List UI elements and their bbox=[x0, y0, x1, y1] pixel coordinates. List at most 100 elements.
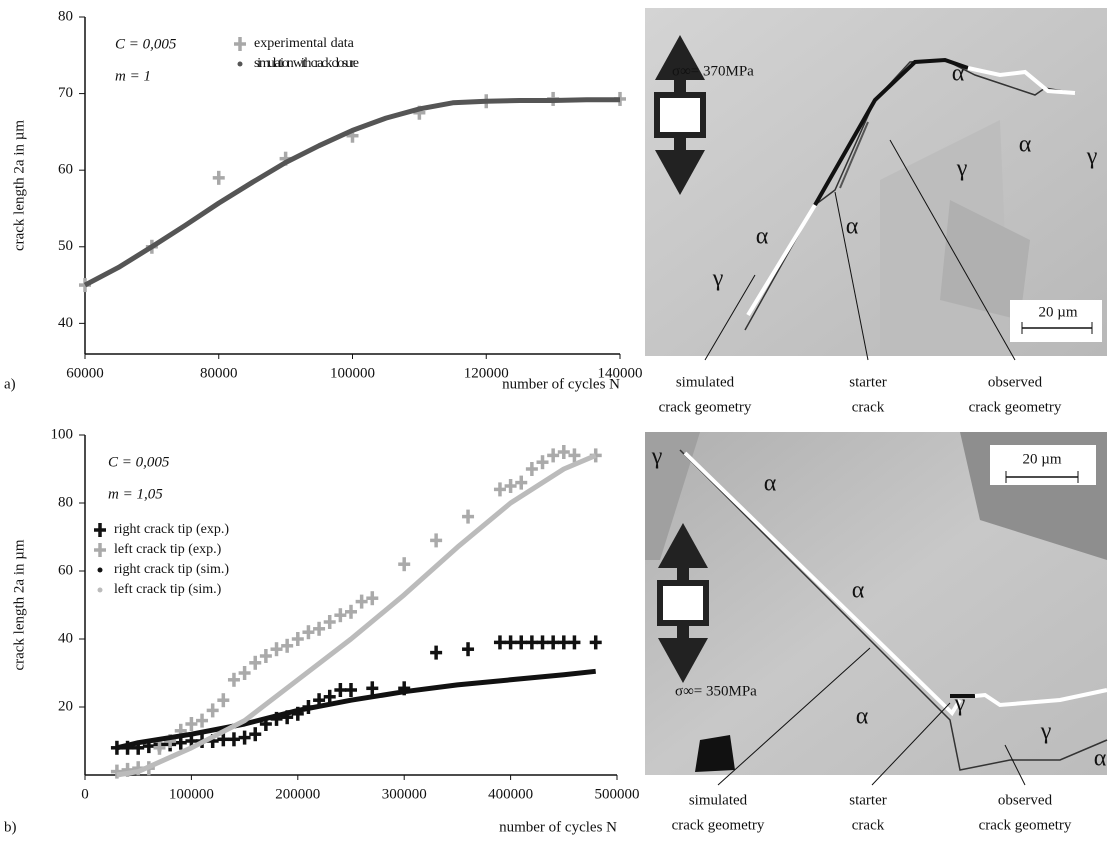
y-tick-label: 80 bbox=[58, 494, 73, 510]
y-tick-label: 40 bbox=[58, 315, 73, 331]
y-tick-label: 50 bbox=[58, 238, 73, 254]
marker bbox=[430, 533, 443, 548]
marker bbox=[291, 632, 304, 646]
y-axis-title: crack length 2a in µm bbox=[11, 539, 27, 670]
marker bbox=[302, 625, 315, 640]
marker bbox=[366, 591, 379, 606]
phase-label: α bbox=[952, 61, 965, 87]
marker bbox=[238, 666, 251, 680]
marker bbox=[196, 713, 209, 728]
marker bbox=[249, 727, 262, 742]
marker bbox=[281, 638, 294, 653]
callout-label: crack bbox=[852, 817, 885, 833]
phase-label: γ bbox=[954, 691, 966, 717]
legend-label: experimental data bbox=[254, 36, 355, 51]
y-tick-label: 40 bbox=[58, 630, 73, 646]
series-line bbox=[116, 668, 596, 751]
marker bbox=[334, 683, 347, 697]
marker bbox=[504, 635, 517, 650]
marker bbox=[366, 681, 379, 696]
callout-label: simulated bbox=[676, 374, 735, 390]
y-tick-label: 20 bbox=[58, 698, 73, 714]
marker bbox=[568, 448, 581, 463]
marker bbox=[547, 448, 560, 463]
marker bbox=[525, 462, 538, 476]
panel-label: b) bbox=[4, 819, 17, 835]
marker bbox=[345, 683, 357, 697]
marker bbox=[462, 642, 475, 657]
annotation: C = 0,005 bbox=[108, 454, 170, 470]
marker bbox=[217, 732, 230, 747]
marker bbox=[323, 689, 336, 704]
x-tick-label: 400000 bbox=[488, 786, 533, 802]
marker bbox=[589, 635, 602, 650]
marker bbox=[313, 621, 326, 636]
marker bbox=[323, 615, 336, 629]
panel-label: a) bbox=[4, 376, 16, 392]
marker bbox=[238, 730, 251, 745]
phase-label: α bbox=[846, 214, 859, 240]
marker bbox=[334, 608, 347, 623]
marker bbox=[430, 645, 443, 660]
marker bbox=[557, 445, 570, 459]
marker bbox=[212, 170, 225, 185]
chart: 40 50 60 70 80 60000 80000 100000 120000 140000 cr… bbox=[4, 8, 643, 392]
marker bbox=[217, 693, 230, 708]
marker bbox=[227, 732, 240, 747]
legend-label: left crack tip (sim.) bbox=[114, 582, 222, 597]
x-tick-label: 500000 bbox=[595, 786, 640, 802]
y-tick-label: 60 bbox=[58, 562, 73, 578]
x-tick-label: 80000 bbox=[200, 365, 238, 381]
phase-label: γ bbox=[712, 266, 724, 292]
legend-label: right crack tip (exp.) bbox=[114, 522, 229, 537]
marker bbox=[536, 455, 549, 470]
series-line bbox=[116, 453, 597, 778]
marker bbox=[355, 594, 368, 609]
phase-label: α bbox=[764, 471, 777, 497]
marker bbox=[110, 764, 123, 779]
legend-marker bbox=[97, 587, 103, 593]
marker bbox=[462, 509, 475, 524]
marker bbox=[270, 642, 283, 657]
marker bbox=[568, 635, 581, 650]
x-tick-label: 200000 bbox=[275, 786, 320, 802]
phase-label: α bbox=[756, 224, 769, 250]
phase-label: γ bbox=[1040, 719, 1052, 745]
callout-label: simulated bbox=[689, 792, 748, 808]
marker bbox=[249, 655, 262, 670]
annotation: m = 1,05 bbox=[108, 486, 163, 502]
marker bbox=[398, 557, 411, 572]
marker bbox=[547, 635, 560, 650]
marker bbox=[345, 604, 357, 619]
x-tick-label: 60000 bbox=[66, 365, 104, 381]
legend-label: simulation with crack closure bbox=[254, 56, 359, 71]
annotation: C = 0,005 bbox=[115, 36, 177, 52]
series-line bbox=[83, 97, 620, 288]
callout-label: crack geometry bbox=[659, 399, 752, 415]
chart: 20 40 60 80 100 0 100000 200000 300000 400000 5000… bbox=[4, 426, 640, 835]
x-axis-title: number of cycles N bbox=[499, 819, 617, 835]
callout-label: observed bbox=[988, 374, 1043, 390]
callout-label: crack geometry bbox=[969, 399, 1062, 415]
callout-label: crack geometry bbox=[672, 817, 765, 833]
marker bbox=[185, 717, 198, 731]
micrograph bbox=[645, 432, 1108, 786]
y-tick-label: 60 bbox=[58, 162, 73, 178]
x-tick-label: 0 bbox=[81, 786, 89, 802]
legend-label: left crack tip (exp.) bbox=[114, 542, 222, 557]
callout-label: observed bbox=[998, 792, 1053, 808]
phase-label: α bbox=[852, 578, 865, 604]
marker bbox=[259, 649, 272, 663]
marker bbox=[536, 635, 549, 650]
x-tick-label: 100000 bbox=[330, 365, 375, 381]
callout-label: starter bbox=[849, 374, 886, 390]
phase-label: α bbox=[1094, 746, 1107, 772]
marker bbox=[227, 672, 240, 687]
marker bbox=[557, 635, 570, 650]
micrograph bbox=[645, 8, 1107, 361]
legend-marker bbox=[237, 61, 243, 67]
legend-label: right crack tip (sim.) bbox=[114, 562, 229, 577]
annotation: m = 1 bbox=[115, 68, 151, 84]
phase-label: α bbox=[1019, 132, 1032, 158]
